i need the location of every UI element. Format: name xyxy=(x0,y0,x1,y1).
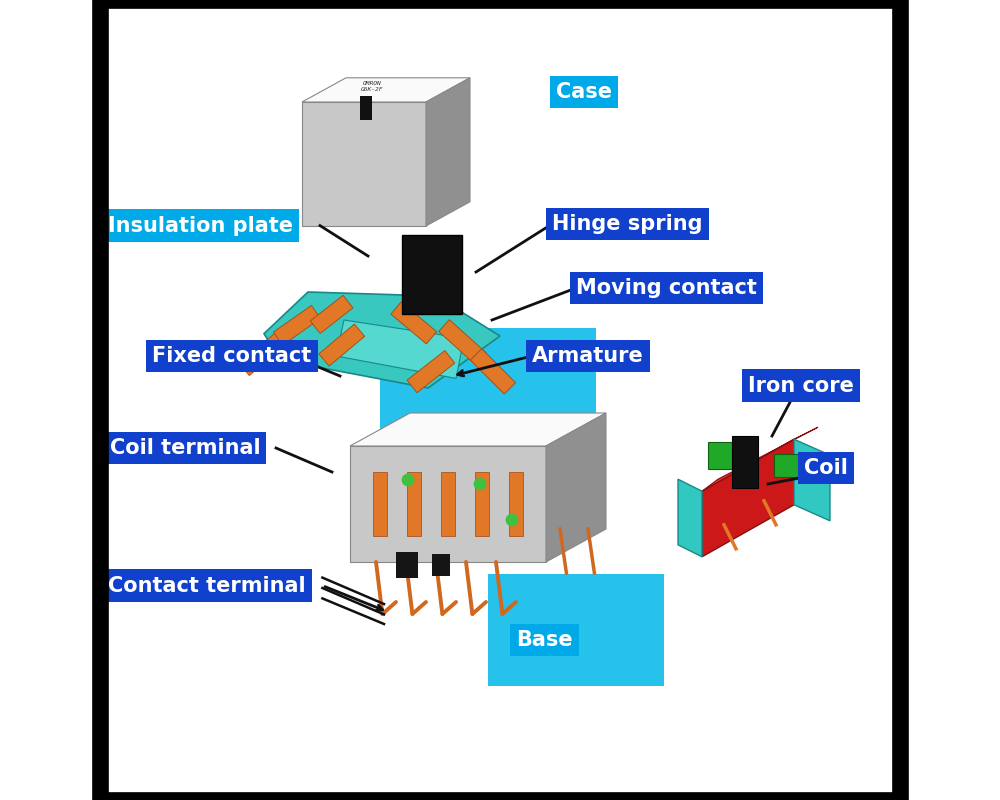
Polygon shape xyxy=(310,295,353,334)
Polygon shape xyxy=(678,479,702,557)
Polygon shape xyxy=(546,413,606,562)
Polygon shape xyxy=(794,439,830,521)
Polygon shape xyxy=(319,324,365,366)
Bar xyxy=(475,472,489,536)
Polygon shape xyxy=(426,78,470,226)
FancyBboxPatch shape xyxy=(774,454,798,477)
Text: Iron core: Iron core xyxy=(748,375,854,395)
FancyBboxPatch shape xyxy=(708,442,735,469)
Polygon shape xyxy=(702,439,794,557)
Bar xyxy=(407,472,421,536)
Bar xyxy=(396,552,418,578)
Polygon shape xyxy=(264,292,500,388)
Text: Base: Base xyxy=(516,630,573,650)
Polygon shape xyxy=(407,350,455,393)
Circle shape xyxy=(402,474,414,486)
Circle shape xyxy=(506,514,518,526)
Bar xyxy=(509,472,523,536)
Text: Armature: Armature xyxy=(532,346,644,366)
Bar xyxy=(402,235,462,314)
Polygon shape xyxy=(302,102,426,226)
Polygon shape xyxy=(239,330,289,375)
Polygon shape xyxy=(350,413,606,446)
Polygon shape xyxy=(470,349,516,394)
Polygon shape xyxy=(273,306,321,345)
Polygon shape xyxy=(702,427,818,491)
Text: Insulation plate: Insulation plate xyxy=(108,215,293,235)
Bar xyxy=(441,472,455,536)
Bar xyxy=(360,96,372,120)
Bar xyxy=(373,472,387,536)
Bar xyxy=(432,554,450,576)
Text: Coil: Coil xyxy=(804,458,848,478)
Text: Hinge spring: Hinge spring xyxy=(552,214,702,234)
Polygon shape xyxy=(302,78,470,102)
FancyBboxPatch shape xyxy=(488,574,664,686)
Polygon shape xyxy=(350,446,546,562)
Circle shape xyxy=(474,478,486,490)
Polygon shape xyxy=(391,302,437,344)
Text: Case: Case xyxy=(556,82,612,102)
FancyBboxPatch shape xyxy=(380,328,596,472)
Text: OMRON
G6K-2F: OMRON G6K-2F xyxy=(361,82,383,92)
Polygon shape xyxy=(439,320,486,365)
Polygon shape xyxy=(336,320,464,378)
Text: Contact terminal: Contact terminal xyxy=(108,576,306,595)
Text: Fixed contact: Fixed contact xyxy=(152,346,311,366)
Text: Moving contact: Moving contact xyxy=(576,278,757,298)
Text: Coil terminal: Coil terminal xyxy=(110,438,260,458)
Bar xyxy=(732,436,758,488)
